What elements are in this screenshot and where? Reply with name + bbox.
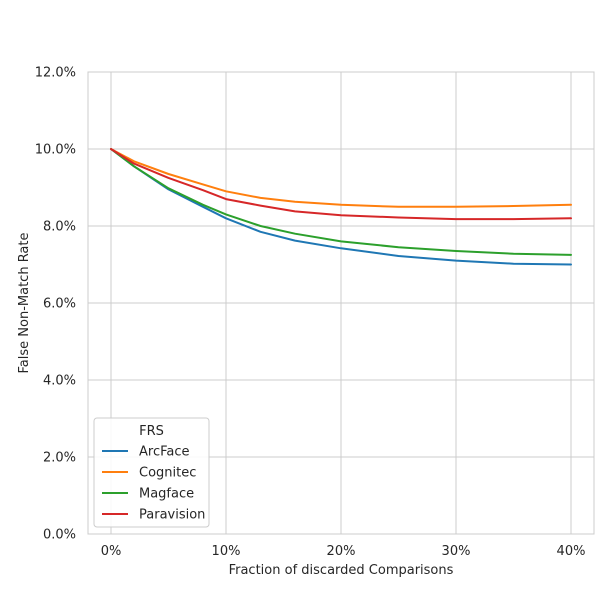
y-tick-label: 10.0% [35,143,76,158]
x-tick-label: 30% [442,544,471,559]
legend-box [93,417,210,528]
x-tick-label: 40% [557,544,586,559]
y-tick-label: 4.0% [43,374,76,389]
legend-label-cognitec: Cognitec [139,466,196,481]
y-tick-label: 6.0% [43,297,76,312]
y-tick-labels: 0.0% 2.0% 4.0% 6.0% 8.0% 10.0% 12.0% [35,66,76,543]
x-tick-label: 20% [327,544,356,559]
legend-title: FRS [139,424,164,439]
series-line-cognitec [110,148,572,208]
series-line-paravision [110,148,572,221]
legend-label-paravision: Paravision [139,508,205,523]
x-tick-label: 10% [212,544,241,559]
series-line-magface [110,148,572,256]
y-tick-label: 8.0% [43,220,76,235]
plot-frame [87,71,595,535]
legend-label-arcface: ArcFace [139,445,190,460]
x-tick-label: 0% [101,544,122,559]
y-axis-label: False Non-Match Rate [17,233,32,374]
y-tick-label: 0.0% [43,528,76,543]
x-axis-label: Fraction of discarded Comparisons [229,563,454,578]
plot-border [87,71,595,535]
legend: FRS ArcFace Cognitec Magface Paravision [93,417,210,528]
series-layer [110,148,572,266]
legend-label-magface: Magface [139,487,194,502]
x-tick-labels: 0% 10% 20% 30% 40% [101,544,586,559]
y-tick-label: 12.0% [35,66,76,81]
y-tick-label: 2.0% [43,451,76,466]
